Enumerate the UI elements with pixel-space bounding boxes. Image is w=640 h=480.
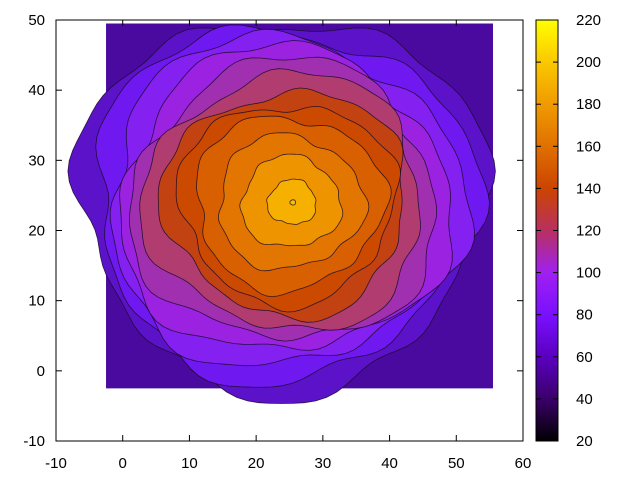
x-tick-label: 60	[515, 455, 532, 472]
x-tick-label: 40	[381, 455, 398, 472]
colorbar-tick-label: 100	[576, 265, 601, 282]
colorbar-tick-label: 120	[576, 223, 601, 240]
colorbar-tick-label: 20	[576, 433, 593, 450]
heatmap-layer	[67, 23, 496, 404]
axis-ticks: -10 0 10 20 30 40 50 60 -10 0 10 20 30 40 50	[23, 12, 531, 472]
colorbar-tick-label: 200	[576, 54, 601, 71]
colorbar-tick-label: 60	[576, 349, 593, 366]
x-tick-label: 50	[448, 455, 465, 472]
colorbar-tick-label: 80	[576, 307, 593, 324]
colorbar-tick-label: 160	[576, 138, 601, 155]
y-tick-label: 40	[28, 82, 45, 99]
colorbar: 20 40 60 80 100 120 140 160 180 200 220	[535, 12, 601, 450]
x-tick-label: -10	[45, 455, 67, 472]
colorbar-tick-label: 180	[576, 96, 601, 113]
y-tick-label: 10	[28, 293, 45, 310]
contour-level	[289, 199, 297, 206]
y-tick-label: 50	[28, 12, 45, 29]
y-tick-label: 30	[28, 152, 45, 169]
y-tick-label: 0	[37, 363, 45, 380]
x-tick-label: 20	[248, 455, 265, 472]
colorbar-tick-label: 140	[576, 180, 601, 197]
x-tick-label: 30	[315, 455, 332, 472]
x-tick-label: 0	[119, 455, 127, 472]
colorbar-tick-label: 220	[576, 12, 601, 29]
y-tick-label: -10	[23, 433, 45, 450]
x-tick-label: 10	[181, 455, 198, 472]
colorbar-tick-label: 40	[576, 391, 593, 408]
y-tick-label: 20	[28, 223, 45, 240]
